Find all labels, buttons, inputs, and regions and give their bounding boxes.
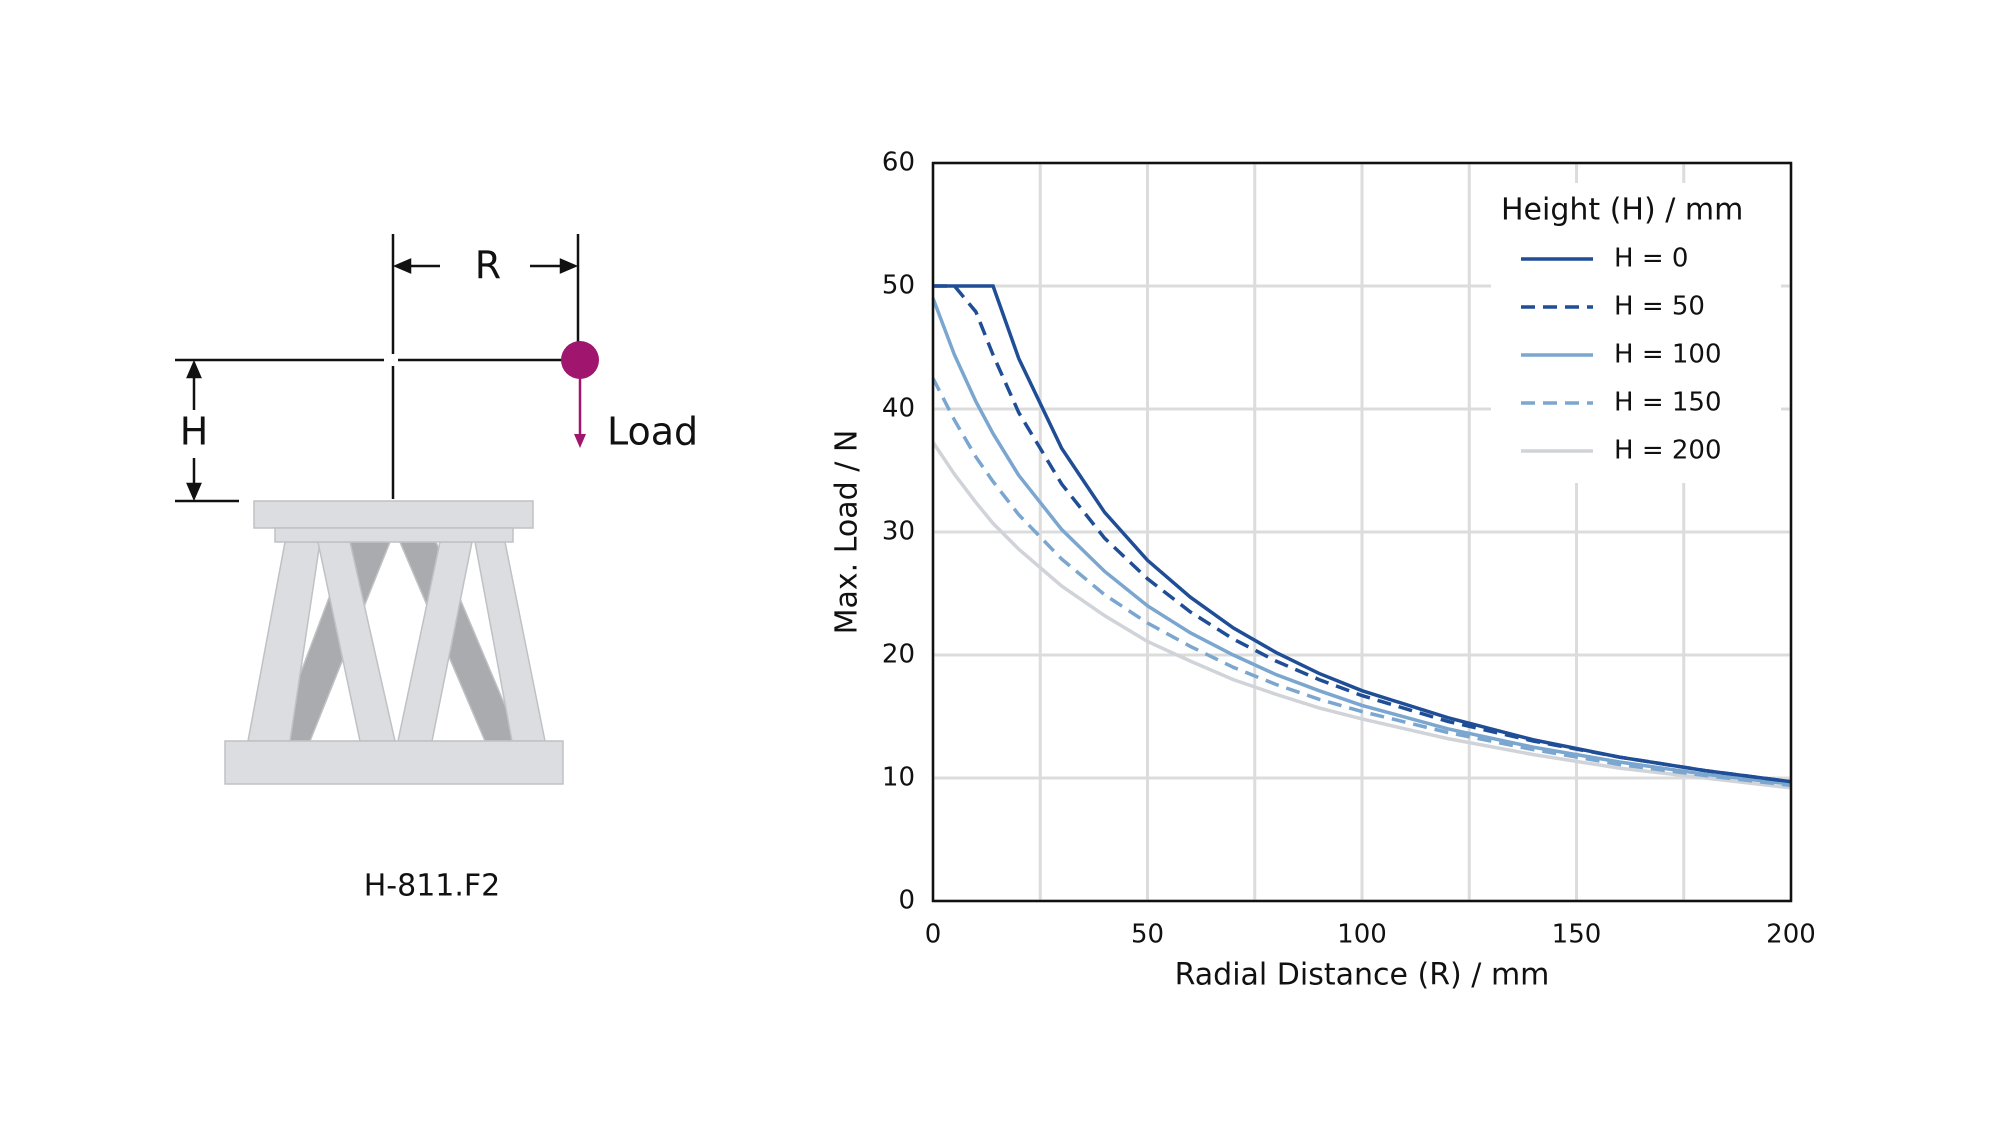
top-plate	[274, 527, 514, 543]
legend-label: H = 150	[1614, 388, 1722, 418]
arrow-head	[392, 258, 412, 274]
y-tick-label: 20	[882, 640, 915, 670]
arrow-head	[186, 482, 202, 502]
r-label: R	[475, 244, 501, 288]
legend-label: H = 50	[1614, 292, 1705, 322]
arrow-head	[559, 258, 579, 274]
load-label: Load	[607, 410, 698, 454]
series-line	[933, 284, 1792, 784]
y-tick-label: 60	[882, 148, 915, 178]
x-tick-label: 150	[1552, 920, 1602, 950]
x-axis-title: Radial Distance (R) / mm	[1175, 958, 1550, 993]
arrow-head	[186, 359, 202, 379]
legend-label: H = 200	[1614, 436, 1722, 466]
y-axis-title: Max. Load / N	[830, 430, 865, 635]
chart: 0 50 100 150 200 0 10 20 30 40 50 60 Radial Distance…	[830, 148, 1816, 993]
legend-title: Height (H) / mm	[1501, 193, 1743, 228]
legend-box	[1491, 183, 1781, 483]
x-tick-label: 50	[1131, 920, 1164, 950]
top-plate	[253, 500, 534, 529]
y-tick-label: 30	[882, 517, 915, 547]
hexapod	[224, 500, 564, 785]
y-tick-label: 50	[882, 271, 915, 301]
model-label: H-811.F2	[364, 869, 501, 904]
y-tick-label: 40	[882, 394, 915, 424]
base-plate	[224, 740, 564, 785]
plot-frame	[931, 161, 1793, 903]
series-line	[931, 297, 1792, 786]
y-tick-label: 0	[898, 886, 915, 916]
x-tick-label: 100	[1337, 920, 1387, 950]
h-label: H	[180, 410, 209, 454]
arrow-head	[574, 434, 586, 448]
hexapod-diagram	[175, 234, 599, 503]
legend-label: H = 0	[1614, 244, 1688, 274]
y-tick-label: 10	[882, 763, 915, 793]
series-line	[933, 284, 1792, 784]
series-line	[931, 377, 1792, 788]
x-tick-label: 200	[1766, 920, 1816, 950]
series-line	[931, 441, 1792, 790]
legend-label: H = 100	[1614, 340, 1722, 370]
load-ball	[561, 341, 599, 379]
x-tick-label: 0	[925, 920, 942, 950]
